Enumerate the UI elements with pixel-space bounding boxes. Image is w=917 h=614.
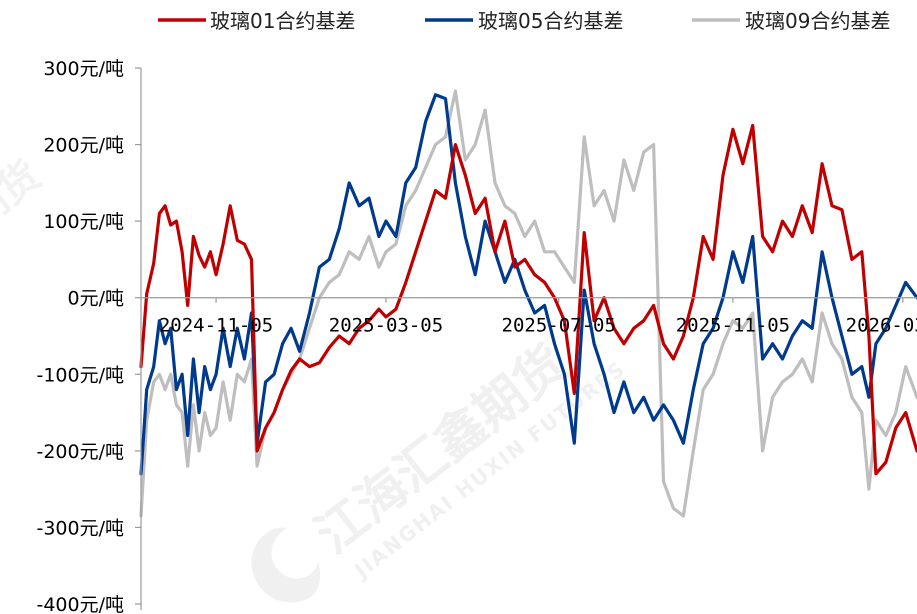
y-tick-label-4: -100元/吨 [36, 364, 124, 386]
series-line-0 [139, 123, 917, 476]
series-line-1 [139, 93, 917, 476]
y-tick-label-6: -300元/吨 [36, 517, 124, 539]
y-tick-label-7: -400元/吨 [36, 594, 124, 614]
axes-layer: 300元/吨 200元/吨 100元/吨 0元/吨 -100元/吨 -200元/吨 -300… [36, 58, 917, 614]
x-tick-label-2: 2025-07-05 [502, 315, 616, 337]
x-tick-label-0: 2024-11-05 [159, 315, 273, 337]
y-tick-label-1: 200元/吨 [43, 135, 124, 157]
series-line-2 [139, 89, 917, 518]
svg-text:期货: 期货 [0, 152, 49, 238]
x-tick-label-4: 2026-03-05 [846, 315, 917, 337]
y-tick-label-5: -200元/吨 [36, 441, 124, 463]
legend-label-2: 玻璃09合约基差 [745, 9, 890, 33]
legend-label-0: 玻璃01合约基差 [210, 9, 355, 33]
series-layer [139, 89, 917, 518]
y-tick-label-0: 300元/吨 [43, 58, 124, 80]
legend: 玻璃01合约基差 玻璃05合约基差 玻璃09合约基差 [158, 9, 890, 33]
x-tick-label-3: 2025-11-05 [676, 315, 790, 337]
y-tick-label-2: 100元/吨 [43, 211, 124, 233]
x-tick-label-1: 2025-03-05 [329, 315, 443, 337]
legend-label-1: 玻璃05合约基差 [478, 9, 623, 33]
y-tick-label-3: 0元/吨 [68, 288, 125, 310]
svg-text:江海汇鑫期货: 江海汇鑫期货 [305, 334, 577, 564]
